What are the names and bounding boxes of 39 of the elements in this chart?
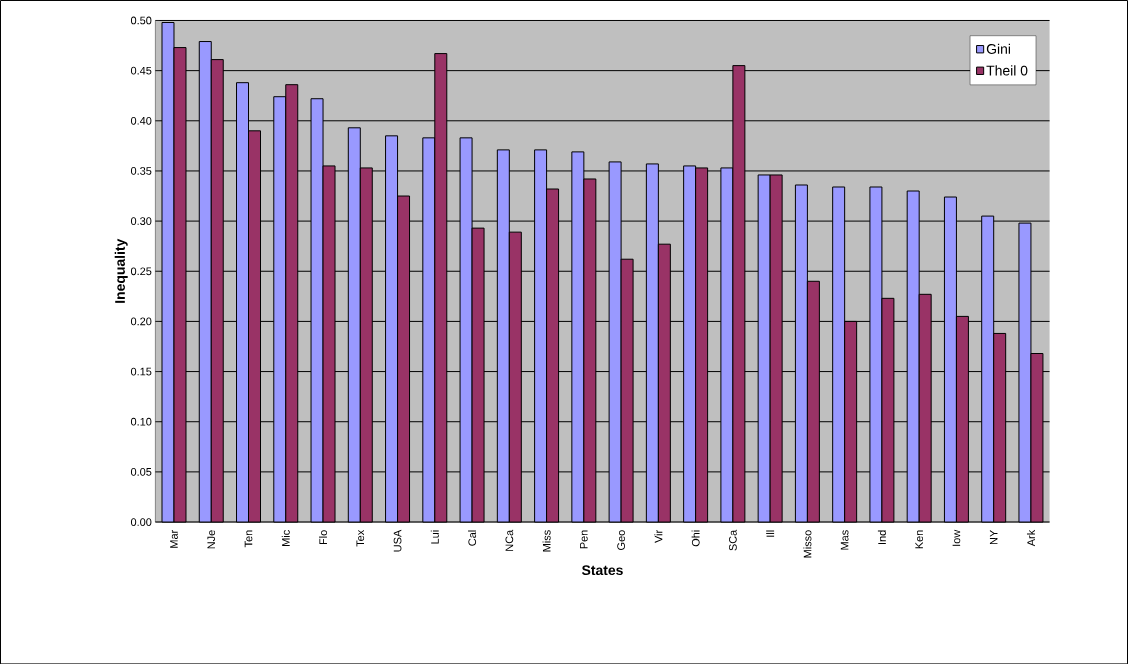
y-tick-label: 0.30 <box>130 217 152 225</box>
x-tick-label: Pen <box>580 530 588 549</box>
x-tick-label: Mas <box>840 530 849 550</box>
x-tick-label: Cal <box>468 530 477 546</box>
x-tick-label: Miss <box>542 530 551 552</box>
x-tick-label: Tex <box>356 529 365 547</box>
x-tick-label: Misso <box>803 530 812 558</box>
y-axis-title: Inequality <box>114 238 128 303</box>
x-tick-label: NCa <box>505 529 514 551</box>
y-tick-label: 0.20 <box>130 317 152 326</box>
x-tick-label: Mic <box>281 529 290 546</box>
x-tick-label: Flo <box>319 530 328 544</box>
x-tick-label: SCa <box>729 529 737 551</box>
y-tick-label: 0.15 <box>130 367 152 376</box>
x-tick-label: Ind <box>877 530 886 544</box>
x-tick-label: NJe <box>207 530 216 549</box>
x-tick-label: Ten <box>244 530 253 547</box>
x-tick-label: Lui <box>430 530 439 544</box>
x-tick-label: Geo <box>617 530 625 550</box>
legend-label: Gini <box>986 43 1010 54</box>
x-tick-label: Mar <box>170 529 178 548</box>
x-tick-label: NY <box>989 529 998 544</box>
x-tick-label: Ohi <box>691 530 700 547</box>
x-axis-title: States <box>581 565 623 575</box>
x-tick-label: Ark <box>1026 529 1035 546</box>
y-tick-label: 0.35 <box>130 166 152 175</box>
y-tick-label: 0.50 <box>130 16 152 25</box>
y-tick-label: 0.25 <box>130 267 152 275</box>
y-tick-label: 0.45 <box>130 66 152 75</box>
y-tick-label: 0.40 <box>130 116 152 125</box>
y-tick-label: 0.10 <box>130 417 152 426</box>
legend-label: Theil 0 <box>986 65 1028 76</box>
x-tick-label: Vir <box>654 529 663 543</box>
x-tick-label: Ken <box>915 530 923 549</box>
y-tick-label: 0.05 <box>130 467 152 476</box>
x-tick-label: Iow <box>952 529 961 546</box>
x-tick-label: USA <box>393 529 402 552</box>
x-tick-label: Ill <box>766 530 775 537</box>
y-tick-label: 0.00 <box>130 517 152 526</box>
